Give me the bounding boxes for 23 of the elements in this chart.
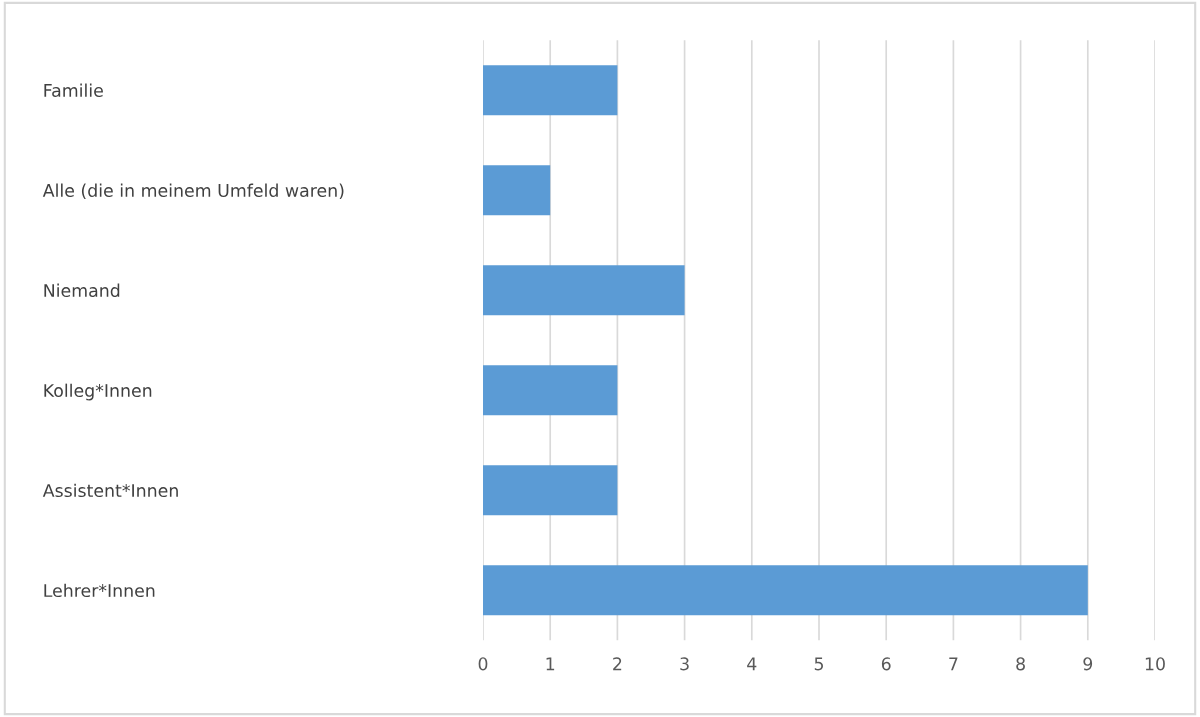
x-tick-label: 10 <box>1145 657 1165 671</box>
y-tick-label: Alle (die in meinem Umfeld waren) <box>42 183 344 200</box>
bar <box>483 565 1088 616</box>
x-tick-label: 0 <box>478 657 488 671</box>
x-tick-label: 5 <box>814 657 824 671</box>
bar <box>483 65 618 116</box>
x-tick-label: 4 <box>747 657 757 671</box>
y-tick-label: Kolleg*Innen <box>44 383 152 401</box>
x-tick-label: 9 <box>1083 657 1093 671</box>
bar <box>483 165 551 216</box>
x-tick-label: 1 <box>546 657 555 671</box>
y-tick-label: Niemand <box>44 283 120 298</box>
x-tick-label: 3 <box>680 657 689 671</box>
bar <box>483 465 618 516</box>
x-tick-label: 2 <box>613 657 622 671</box>
y-tick-label: Familie <box>44 83 103 98</box>
x-tick-label: 8 <box>1016 657 1025 671</box>
y-tick-label: Lehrer*Innen <box>44 583 155 598</box>
bar <box>483 365 618 416</box>
x-tick-label: 7 <box>949 657 958 671</box>
bar <box>483 265 685 316</box>
x-tick-label: 6 <box>881 657 891 671</box>
y-tick-label: Assistent*Innen <box>42 483 178 498</box>
